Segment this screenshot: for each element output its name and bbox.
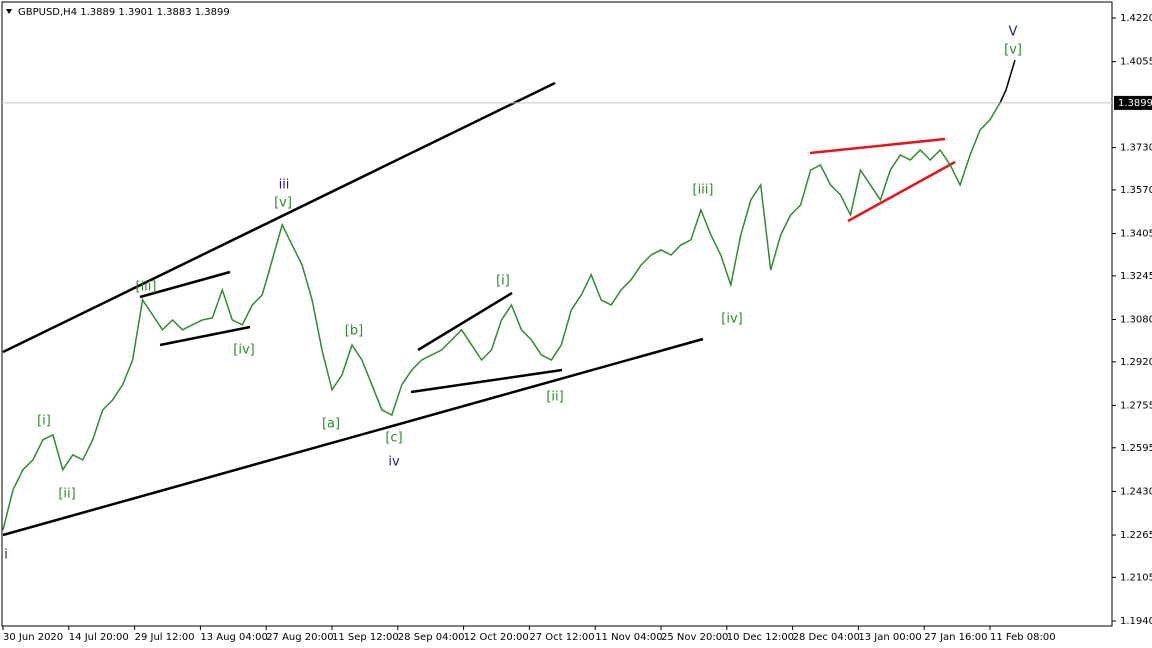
wave-label: [ii] (58, 487, 75, 502)
y-tick-label: 1.3245 (1120, 271, 1152, 282)
wave-label: [v] (1004, 43, 1022, 58)
wave-label: [iv] (721, 312, 742, 327)
x-tick-label: 25 Nov 20:00 (661, 632, 728, 643)
menu-arrow (6, 9, 12, 14)
y-tick-label: 1.2755 (1120, 400, 1152, 411)
wave-label: i (4, 548, 8, 563)
channel-lower (2, 337, 704, 537)
wave-label: [a] (322, 417, 340, 432)
x-tick-label: 11 Nov 04:00 (595, 632, 662, 643)
y-tick-label: 1.1940 (1120, 616, 1152, 627)
triangle-upper (809, 137, 946, 155)
x-tick-label: 14 Jul 20:00 (69, 632, 129, 643)
x-tick-label: 13 Aug 04:00 (200, 632, 267, 643)
x-tick-label: 30 Jun 2020 (3, 632, 63, 643)
y-tick-label: 1.2595 (1120, 443, 1152, 454)
channel-upper (2, 81, 556, 354)
current-price-label: 1.3899 (1118, 98, 1152, 109)
wedge-line (410, 368, 563, 394)
current-price-box (1114, 95, 1152, 110)
y-tick-label: 1.2105 (1120, 572, 1152, 583)
x-tick-label: 11 Sep 12:00 (332, 632, 399, 643)
wedge-line (417, 291, 513, 352)
wave-label: [ii] (546, 390, 563, 405)
x-tick-label: 29 Jul 12:00 (135, 632, 195, 643)
triangle-lines (809, 137, 956, 223)
wave-label: [b] (345, 324, 363, 339)
wave-label: [c] (385, 431, 402, 446)
wedge-line (159, 325, 251, 347)
y-tick-label: 1.2265 (1120, 530, 1152, 541)
projection (999, 59, 1016, 104)
y-tick-label: 1.3080 (1120, 315, 1152, 326)
wave-label: [iv] (233, 343, 254, 358)
wave-label: [iii] (136, 280, 157, 295)
y-tick-label: 1.4220 (1120, 13, 1152, 24)
price-line (2, 102, 1001, 530)
x-tick-label: 10 Dec 12:00 (727, 632, 794, 643)
y-tick-label: 1.3730 (1120, 143, 1152, 154)
wave-label: [i] (496, 274, 510, 289)
plot-frame (1, 1, 1113, 627)
trend-lines (2, 81, 704, 537)
y-tick-label: 1.2920 (1120, 357, 1152, 368)
x-tick-label: 12 Oct 20:00 (464, 632, 529, 643)
wave-label: iv (388, 455, 400, 470)
wave-label: V (1009, 25, 1018, 40)
x-tick-label: 13 Jan 00:00 (858, 632, 921, 643)
y-tick-label: 1.2430 (1120, 486, 1152, 497)
y-tick-label: 1.4055 (1120, 57, 1152, 68)
wedge-line (139, 270, 231, 299)
x-tick-label: 27 Jan 16:00 (924, 632, 987, 643)
x-tick-label: 27 Aug 20:00 (266, 632, 333, 643)
y-tick-label: 1.3570 (1120, 185, 1152, 196)
x-tick-label: 11 Feb 08:00 (990, 632, 1056, 643)
y-tick-label: 1.3405 (1120, 229, 1152, 240)
x-tick-label: 28 Dec 04:00 (793, 632, 860, 643)
wave-label: [i] (37, 414, 51, 429)
wave-label: [iii] (693, 183, 714, 198)
wave-label: iii (279, 178, 290, 193)
x-tick-label: 28 Sep 04:00 (398, 632, 465, 643)
chart-title: GBPUSD,H4 1.3889 1.3901 1.3883 1.3899 (18, 7, 230, 18)
triangle-lower (847, 160, 956, 223)
x-tick-label: 27 Oct 12:00 (529, 632, 594, 643)
wave-label: [v] (274, 196, 292, 211)
